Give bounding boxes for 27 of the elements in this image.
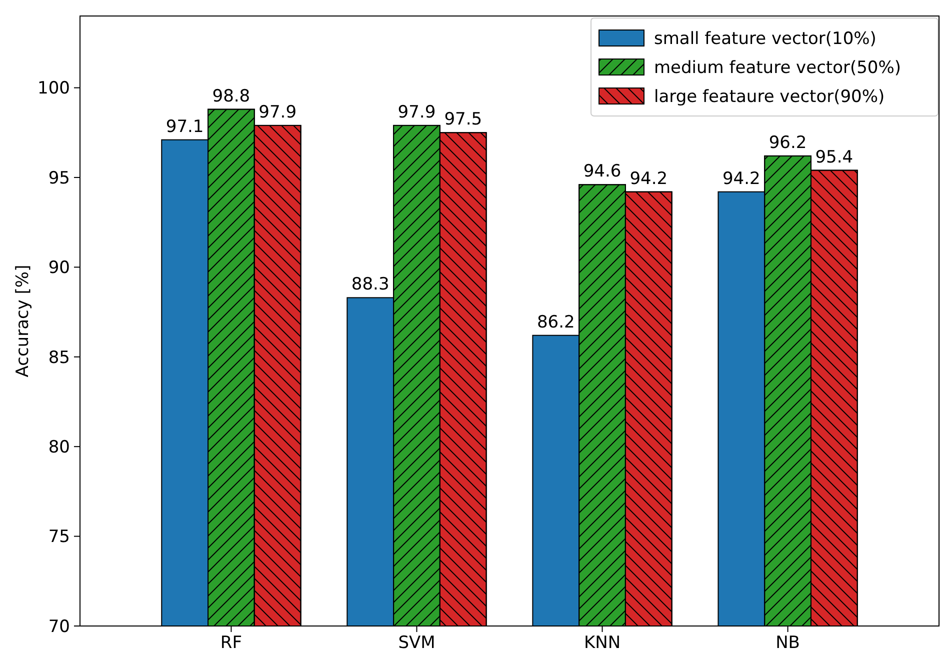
legend-label: large feataure vector(90%) <box>654 86 885 107</box>
legend-label: small feature vector(10%) <box>654 28 876 49</box>
y-tick-label: 90 <box>48 258 70 278</box>
data-label: 97.9 <box>258 102 297 122</box>
data-label: 97.1 <box>166 116 204 137</box>
y-axis-title: Accuracy [%] <box>13 264 33 378</box>
x-tick-label: KNN <box>584 633 621 651</box>
legend-label: medium feature vector(50%) <box>654 58 902 78</box>
y-tick-label: 100 <box>38 78 70 99</box>
data-label: 97.9 <box>398 102 436 122</box>
data-label: 86.2 <box>536 312 575 332</box>
data-label: 97.5 <box>444 110 482 130</box>
x-tick-label: NB <box>776 633 800 651</box>
y-tick-label: 95 <box>48 168 70 188</box>
data-label: 94.6 <box>583 162 622 182</box>
data-label: 94.2 <box>722 168 760 189</box>
y-tick-label: 70 <box>48 616 70 637</box>
x-tick-label: RF <box>220 633 242 651</box>
data-label: 98.8 <box>212 86 250 106</box>
data-label: 94.2 <box>630 168 668 189</box>
data-label: 95.4 <box>815 147 854 168</box>
x-tick-label: SVM <box>398 633 436 651</box>
data-label: 88.3 <box>351 274 390 295</box>
data-label: 96.2 <box>768 132 807 153</box>
y-tick-label: 75 <box>48 527 70 548</box>
y-tick-label: 85 <box>48 348 70 368</box>
y-tick-label: 80 <box>48 438 70 458</box>
